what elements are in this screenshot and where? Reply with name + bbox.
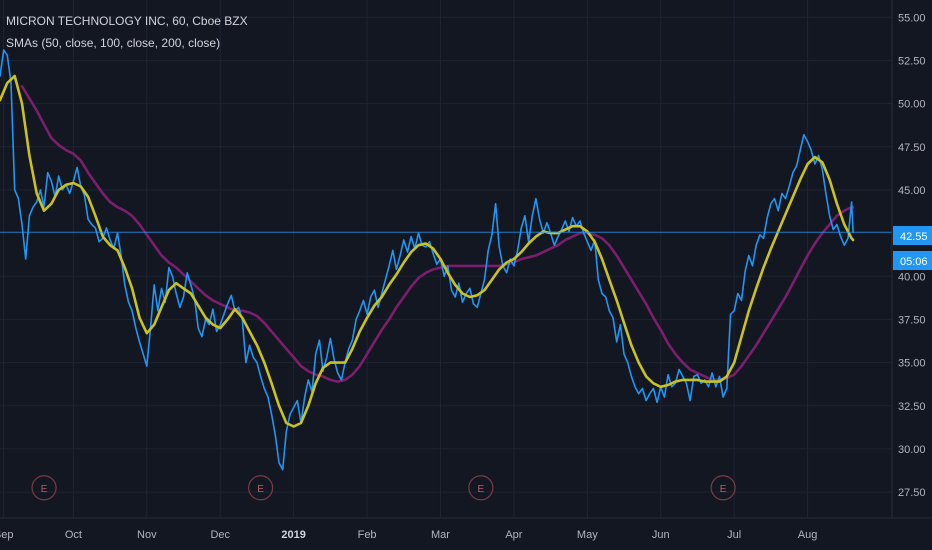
y-tick-label: 50.00 (898, 99, 926, 111)
earnings-marker-label: E (41, 484, 48, 495)
earnings-marker-label: E (720, 484, 727, 495)
y-tick-label: 35.00 (898, 358, 926, 370)
earnings-marker-circle[interactable] (248, 475, 274, 501)
countdown-tag (893, 251, 932, 270)
x-tick-label: 2019 (281, 529, 305, 541)
x-tick-label: Sep (0, 529, 13, 541)
x-tick-label: Dec (210, 529, 230, 541)
countdown-label: 05:06 (900, 256, 928, 268)
x-tick-label: Jun (652, 529, 670, 541)
x-tick-label: Mar (431, 529, 450, 541)
x-tick-label: Feb (358, 529, 377, 541)
earnings-marker[interactable]: E (31, 475, 57, 501)
earnings-marker-circle[interactable] (710, 475, 736, 501)
x-tick-label: Apr (505, 529, 522, 541)
y-tick-label: 45.00 (898, 185, 926, 197)
earnings-marker-label: E (478, 484, 485, 495)
y-tick-label: 52.50 (898, 55, 926, 67)
y-tick-label: 47.50 (898, 142, 926, 154)
symbol-title[interactable]: MICRON TECHNOLOGY INC, 60, Cboe BZX (6, 14, 248, 28)
x-tick-label: Nov (137, 529, 157, 541)
price-tags: 42.55 05:06 (893, 226, 932, 270)
indicator-legend[interactable]: SMAs (50, close, 100, close, 200, close) (6, 36, 221, 50)
last-price-tag (893, 226, 932, 245)
y-tick-label: 55.00 (898, 12, 926, 24)
x-tick-label: Aug (798, 529, 818, 541)
price-axis[interactable]: 55.00 52.50 50.00 47.50 45.00 40.00 37.50 35.00… (898, 12, 926, 499)
x-tick-label: Oct (65, 529, 82, 541)
earnings-marker-circle[interactable] (31, 475, 57, 501)
y-tick-label: 40.00 (898, 271, 926, 283)
earnings-marker-label: E (257, 484, 264, 495)
earnings-marker-circle[interactable] (468, 475, 494, 501)
last-price-label: 42.55 (900, 231, 928, 243)
x-tick-label: May (577, 529, 598, 541)
x-tick-label: Jul (727, 529, 741, 541)
earnings-marker[interactable]: E (468, 475, 494, 501)
y-tick-label: 37.50 (898, 314, 926, 326)
y-tick-label: 30.00 (898, 444, 926, 456)
earnings-marker[interactable]: E (710, 475, 736, 501)
sma50-line (0, 74, 855, 428)
series-lines (0, 49, 892, 471)
time-axis[interactable]: Sep Oct Nov Dec 2019 Feb Mar Apr May Jun Jul Aug (0, 529, 817, 541)
y-tick-label: 27.50 (898, 487, 926, 499)
earnings-marker[interactable]: E (248, 475, 274, 501)
y-tick-label: 32.50 (898, 401, 926, 413)
